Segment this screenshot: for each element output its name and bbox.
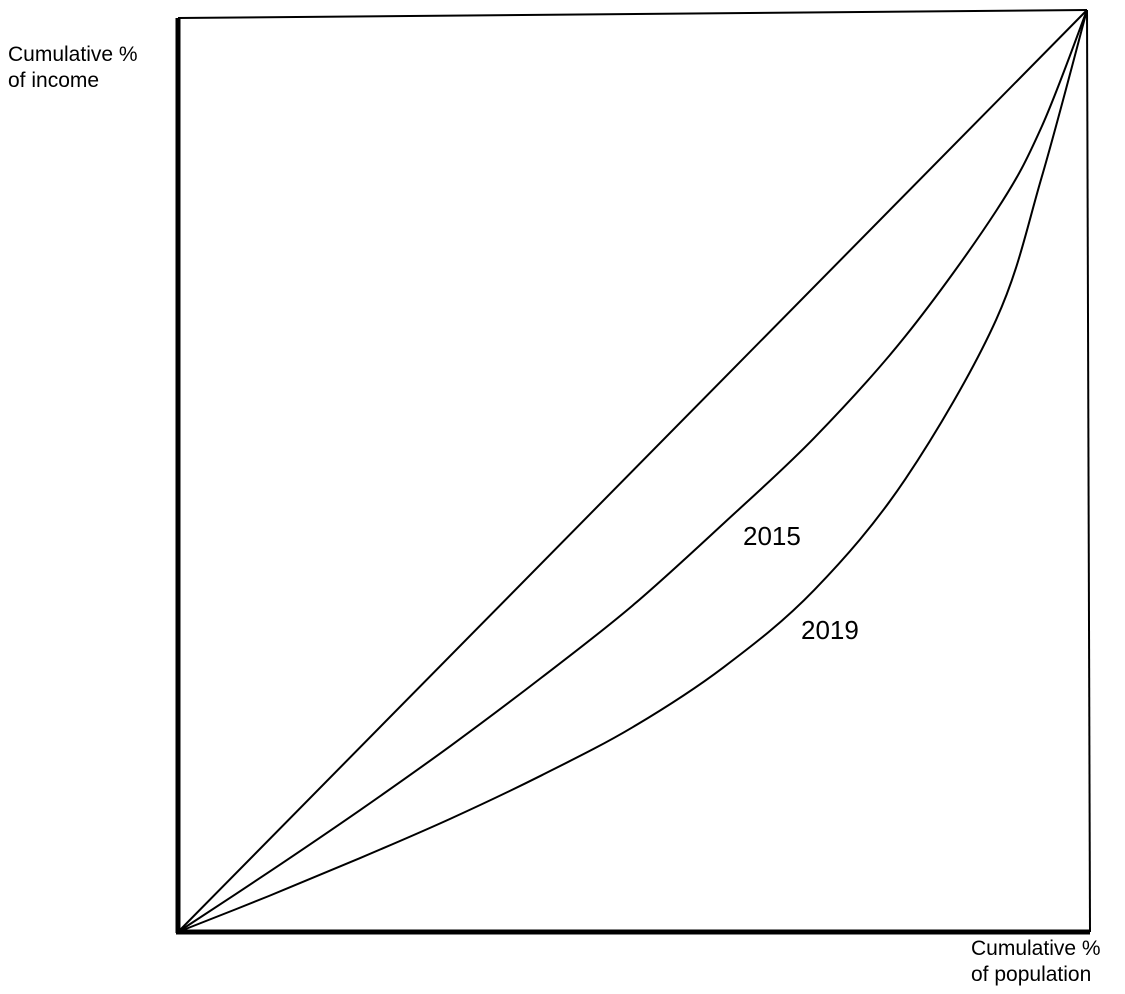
y-axis-label-line-1: Cumulative % [8, 43, 138, 66]
plot-frame [177, 9, 1091, 933]
series-line-lorenz-2019 [177, 9, 1088, 933]
series-line-lorenz-2015 [177, 9, 1088, 933]
x-axis-label-line-1: Cumulative % [971, 937, 1101, 960]
x-axis-label-line-2: of population [971, 963, 1092, 986]
series-line-equality [177, 9, 1088, 933]
y-axis-label: Cumulative % of income [8, 42, 138, 94]
curve-label-2015: 2015 [743, 521, 801, 551]
frame-top-line [177, 9, 1088, 19]
y-axis-label-line-2: of income [8, 69, 100, 92]
x-axis-label: Cumulative % of population [971, 936, 1101, 988]
series-layer [177, 9, 1088, 933]
frame-right-line [1086, 9, 1091, 933]
curve-label-2019: 2019 [801, 615, 859, 645]
